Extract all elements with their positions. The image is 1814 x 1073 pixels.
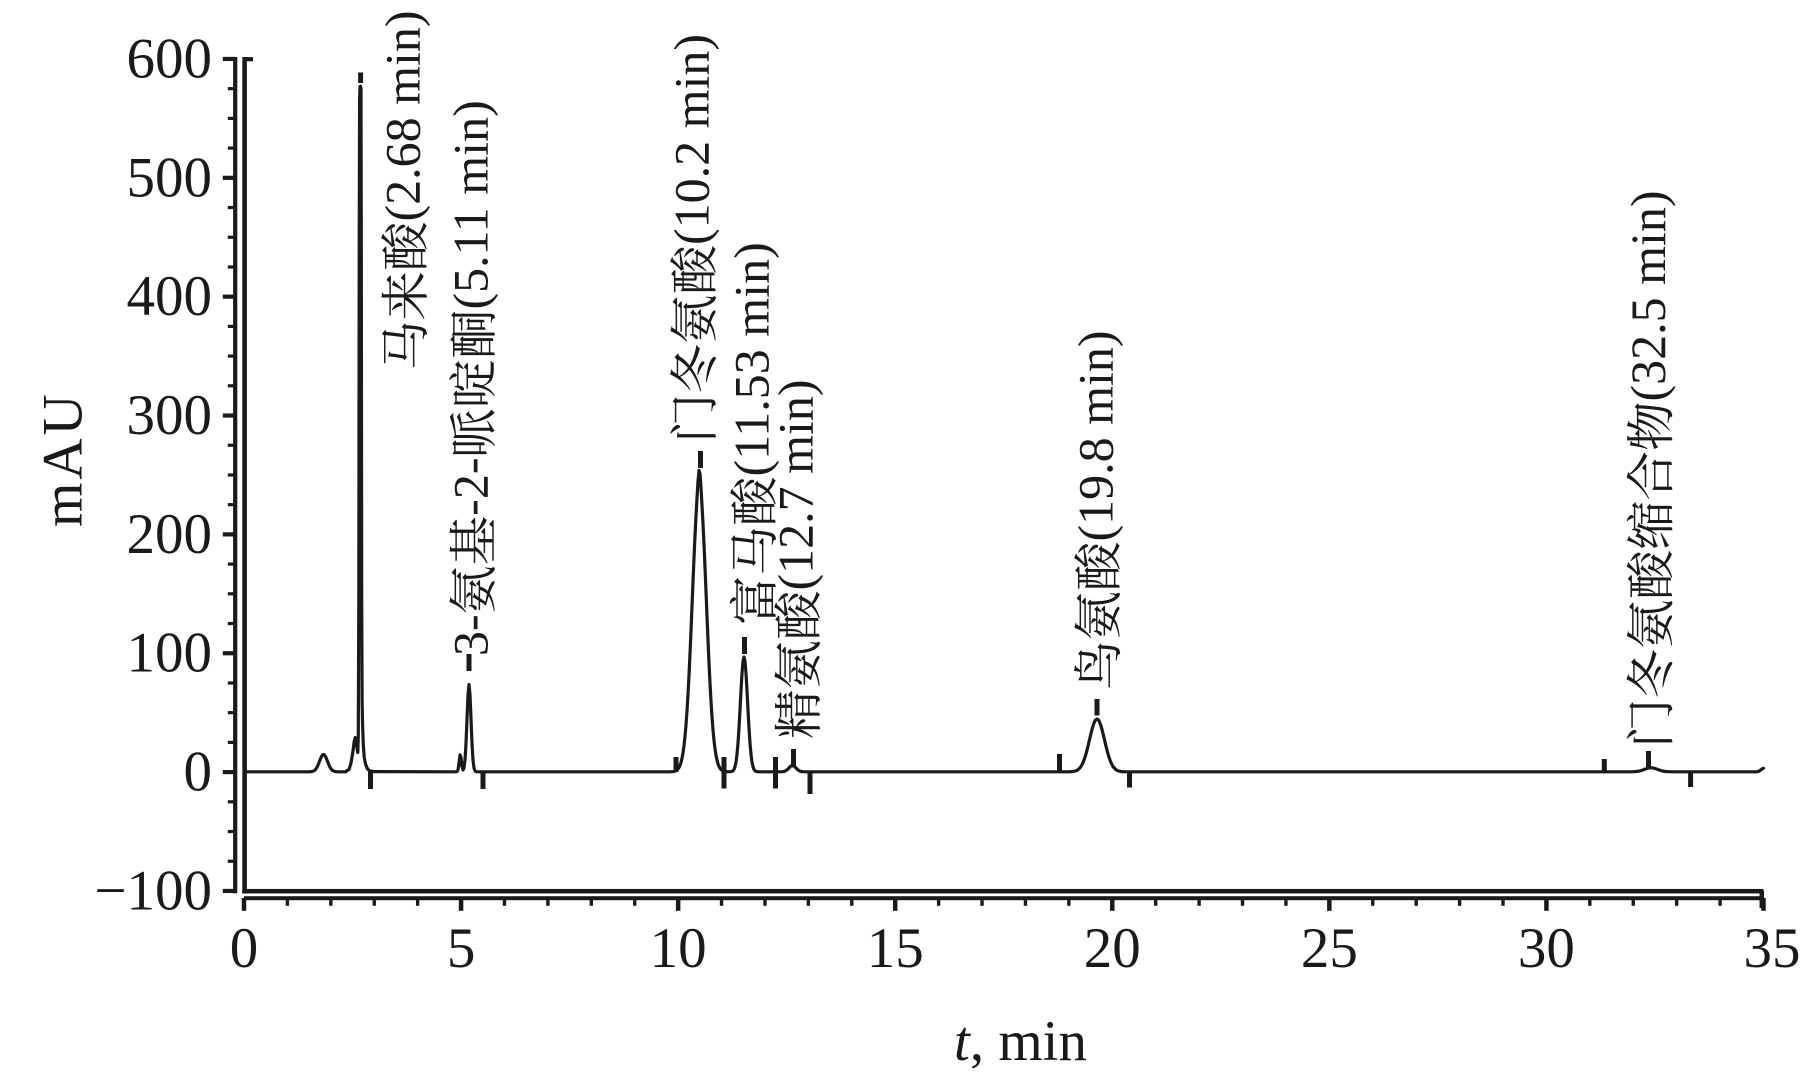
svg-text:-2-: -2- (443, 457, 499, 515)
svg-text:(11.53 min): (11.53 min) (724, 242, 780, 476)
svg-text:t, min: t, min (954, 1010, 1087, 1068)
svg-text:20: 20 (1084, 917, 1141, 980)
svg-text:0: 0 (184, 741, 213, 804)
svg-text:3-: 3- (443, 614, 499, 656)
svg-text:25: 25 (1301, 917, 1358, 980)
svg-text:15: 15 (867, 917, 924, 980)
svg-text:0: 0 (230, 917, 259, 980)
svg-text:(12.7 min): (12.7 min) (768, 379, 824, 590)
svg-text:−100: −100 (94, 860, 212, 923)
svg-text:500: 500 (127, 146, 213, 209)
svg-text:5: 5 (447, 917, 476, 980)
svg-text:100: 100 (127, 622, 213, 685)
svg-text:(19.8 min): (19.8 min) (1068, 330, 1124, 541)
svg-text:(5.11 min): (5.11 min) (443, 100, 499, 309)
svg-text:(10.2 min): (10.2 min) (664, 34, 720, 245)
svg-text:(32.5 min): (32.5 min) (1620, 190, 1676, 401)
svg-text:30: 30 (1518, 917, 1575, 980)
svg-text:400: 400 (127, 265, 213, 328)
svg-text:mAU: mAU (32, 391, 95, 527)
svg-text:200: 200 (127, 503, 213, 566)
svg-text:(2.68 min): (2.68 min) (375, 10, 431, 221)
svg-text:35: 35 (1744, 917, 1801, 980)
svg-text:300: 300 (127, 384, 213, 447)
svg-text:600: 600 (127, 28, 213, 91)
svg-text:10: 10 (650, 917, 707, 980)
